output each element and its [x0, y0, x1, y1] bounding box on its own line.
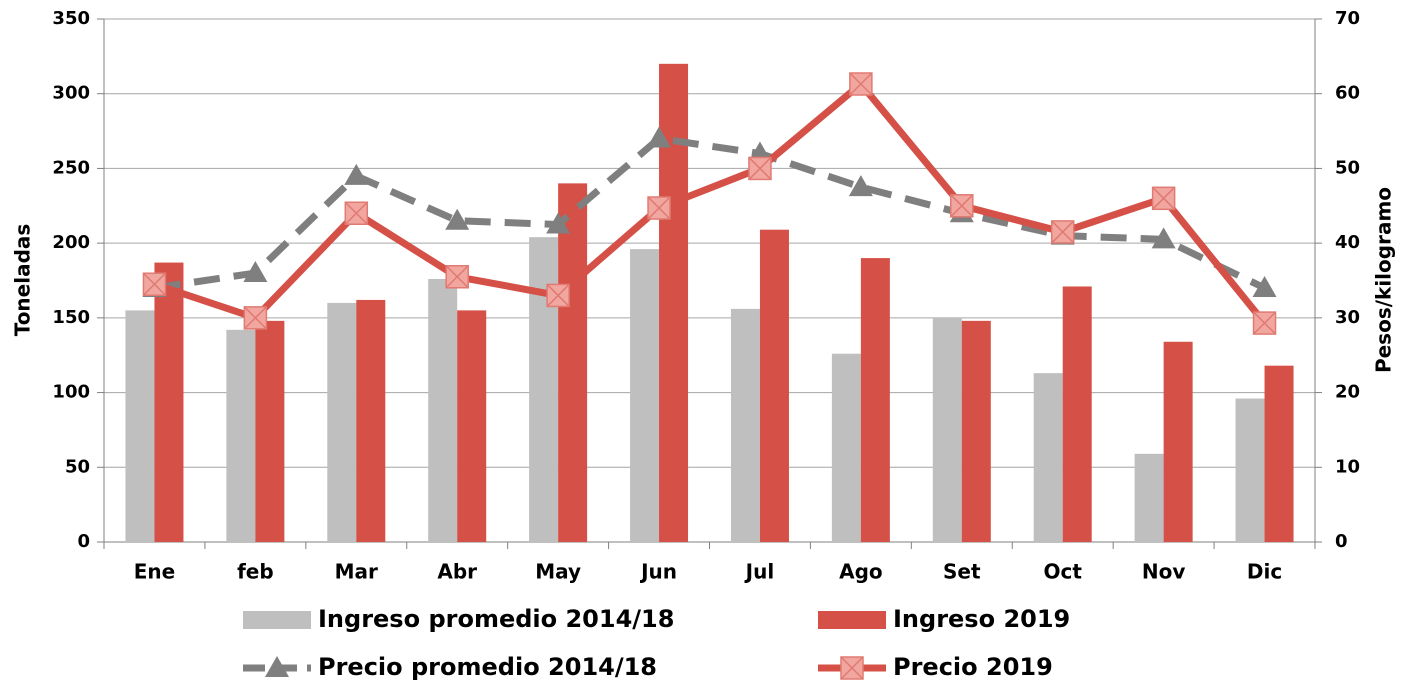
legend-label: Precio 2019	[893, 653, 1053, 681]
marker-cross	[546, 283, 570, 307]
bar	[558, 183, 588, 542]
marker-cross	[748, 156, 772, 180]
marker-cross	[243, 306, 267, 330]
marker	[1252, 311, 1277, 335]
y-tick-label: 200	[52, 232, 90, 253]
marker-cross	[1253, 311, 1277, 335]
marker-cross	[1051, 220, 1075, 244]
x-tick-label: Abr	[437, 560, 477, 584]
y2-tick-label: 50	[1335, 157, 1360, 178]
bar	[1033, 373, 1063, 542]
marker	[546, 283, 570, 308]
bar	[961, 320, 991, 542]
bar	[860, 258, 890, 542]
bar	[831, 353, 861, 542]
marker	[344, 201, 369, 226]
marker	[546, 212, 571, 234]
bar	[1264, 365, 1294, 542]
bar	[529, 237, 559, 542]
marker	[243, 306, 268, 330]
bar	[356, 299, 386, 542]
legend-swatch	[243, 611, 311, 629]
x-tick-label: Dic	[1247, 560, 1282, 584]
x-tick-label: Set	[943, 560, 981, 584]
line	[153, 134, 1267, 292]
marker-cross	[950, 194, 974, 218]
y-tick-label: 150	[52, 307, 90, 328]
y-tick-label: 50	[65, 456, 90, 477]
x-tick-label: Ago	[839, 560, 883, 584]
bar	[154, 262, 184, 542]
bar	[759, 229, 789, 543]
marker	[647, 196, 671, 220]
y2-tick-label: 40	[1335, 232, 1360, 253]
bar	[1134, 453, 1164, 542]
marker	[445, 265, 469, 289]
legend-marker	[840, 656, 864, 680]
bar	[428, 279, 458, 542]
y2-tick-label: 30	[1335, 307, 1360, 328]
legend-label: Precio promedio 2014/18	[318, 653, 657, 681]
line	[153, 79, 1268, 326]
y2-tick-label: 70	[1335, 8, 1360, 29]
legend-marker	[265, 656, 289, 677]
x-tick-label: Jun	[639, 560, 677, 584]
bar	[1062, 286, 1092, 542]
marker-cross	[647, 196, 671, 220]
y-tick-label: 0	[77, 531, 90, 552]
bar	[932, 317, 962, 542]
y-tick-label: 100	[52, 382, 90, 403]
x-tick-label: Ene	[134, 560, 175, 584]
bar	[125, 310, 155, 542]
marker	[849, 72, 873, 96]
bar	[630, 249, 660, 542]
x-tick-label: Jul	[744, 560, 775, 584]
y2-tick-label: 10	[1335, 456, 1360, 477]
y2-axis-label: Pesos/kilogramo	[1372, 187, 1396, 373]
bar	[457, 310, 487, 542]
x-tick-label: feb	[237, 560, 274, 584]
marker	[950, 194, 974, 218]
marker	[243, 261, 268, 283]
marker-cross	[142, 272, 166, 296]
x-tick-label: May	[535, 560, 581, 584]
y-tick-label: 350	[52, 8, 90, 29]
marker-cross	[1152, 186, 1176, 210]
bar	[226, 329, 256, 542]
marker	[344, 163, 369, 185]
y-tick-label: 300	[52, 83, 90, 104]
marker-cross	[849, 72, 873, 96]
marker	[1050, 220, 1075, 244]
marker-cross	[445, 265, 469, 289]
marker	[748, 156, 772, 181]
bar	[730, 308, 760, 542]
marker	[1252, 275, 1277, 297]
bar	[1235, 398, 1265, 542]
x-tick-label: Mar	[335, 560, 378, 584]
bar	[1163, 341, 1193, 542]
y-axis-label: Toneladas	[11, 224, 35, 337]
y-tick-label: 250	[52, 157, 90, 178]
x-tick-label: Nov	[1142, 560, 1186, 584]
marker	[1151, 227, 1176, 249]
legend-label: Ingreso promedio 2014/18	[318, 605, 674, 633]
marker-cross	[840, 656, 864, 680]
marker	[445, 208, 470, 230]
marker	[848, 175, 873, 197]
y2-tick-label: 60	[1335, 83, 1360, 104]
y2-tick-label: 0	[1335, 531, 1348, 552]
marker	[647, 126, 672, 148]
y2-tick-label: 20	[1335, 382, 1360, 403]
bar	[327, 302, 357, 542]
x-tick-label: Oct	[1043, 560, 1082, 584]
marker	[1151, 186, 1176, 211]
bar	[255, 320, 285, 542]
marker-cross	[344, 201, 368, 225]
legend-label: Ingreso 2019	[893, 605, 1070, 633]
legend-swatch	[818, 611, 886, 629]
marker	[142, 272, 167, 296]
